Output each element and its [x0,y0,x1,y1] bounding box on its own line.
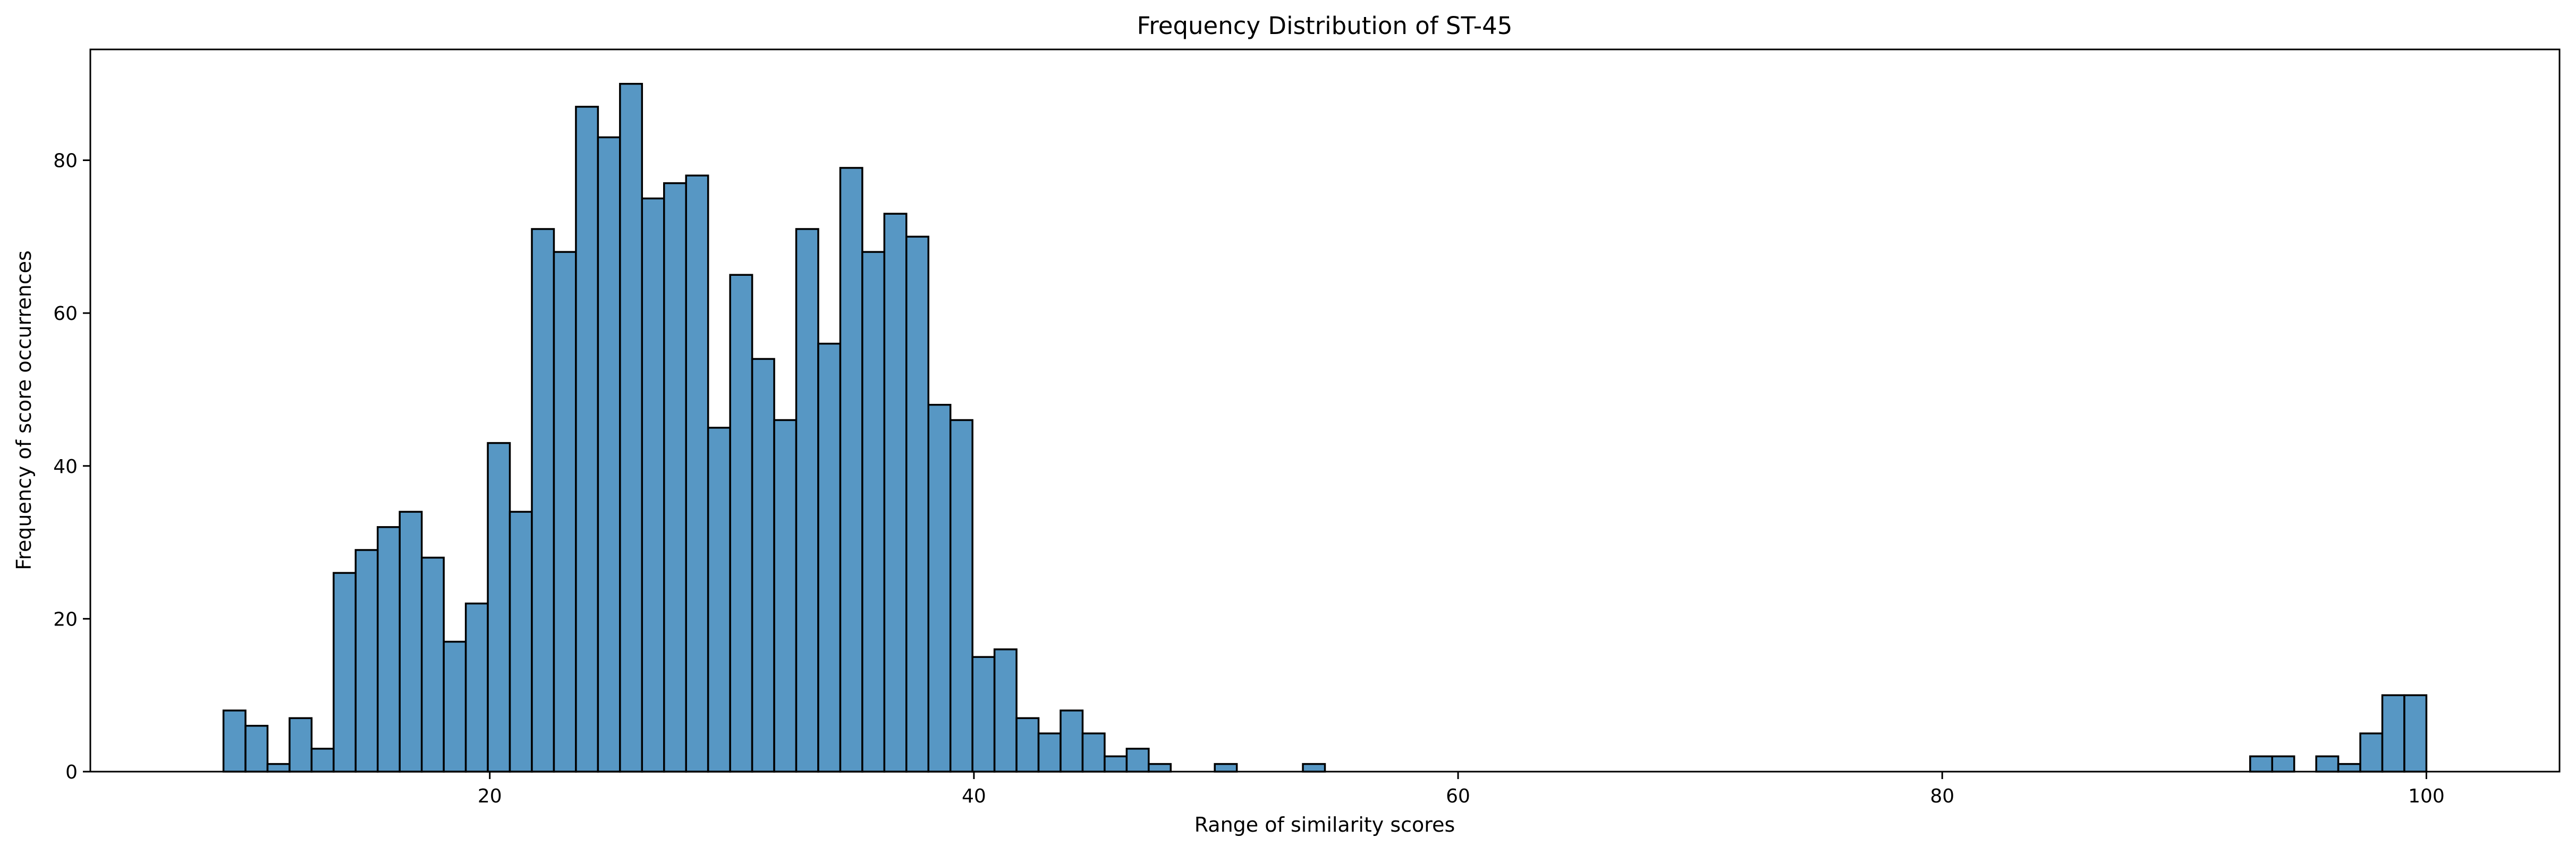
histogram-bar [641,197,665,773]
histogram-bar [1302,763,1326,773]
histogram-bar [993,648,1018,773]
x-tick-label: 40 [962,785,986,807]
histogram-bar [377,526,401,773]
histogram-bar [2315,755,2340,773]
histogram-bar [1060,709,1084,773]
histogram-bar [420,556,445,773]
histogram-bar [509,511,533,773]
histogram-bar [2249,755,2273,773]
x-axis-ticks: 20 40 60 80 100 [478,772,2445,807]
histogram-bar [464,602,489,773]
histogram-bar [575,106,599,773]
histogram-bar [2381,694,2405,773]
histogram-bar [729,274,753,773]
histogram-bar [949,419,973,773]
histogram-bar [1214,763,1238,773]
histogram-bar [2403,694,2428,773]
histogram-bar [244,724,269,773]
y-tick-label: 80 [53,150,78,172]
histogram-bar [773,419,798,773]
x-axis-label: Range of similarity scores [1194,813,1455,836]
chart-title: Frequency Distribution of ST-45 [1137,12,1513,40]
histogram-bar [310,748,335,773]
histogram-bar [971,656,996,773]
histogram-bar [817,342,842,773]
histogram-bar [839,167,863,773]
histogram-bar [905,235,929,773]
histogram-bar [2359,732,2384,773]
histogram-bar [927,403,952,773]
histogram-bar [553,251,577,773]
histogram-bar [861,251,886,773]
histogram-bar [619,82,643,773]
bars-group [222,82,2428,773]
y-tick-label: 40 [53,456,78,478]
histogram-bar [289,717,313,773]
plot-frame [89,48,2561,773]
histogram-bar [399,511,423,773]
histogram-bar [751,358,775,773]
x-tick-label: 100 [2408,785,2445,807]
histogram-bar [1081,732,1106,773]
histogram-bar [1015,717,1040,773]
histogram-bar [707,427,731,773]
x-tick-label: 60 [1446,785,1470,807]
x-tick-label: 80 [1930,785,1954,807]
histogram-bar [354,549,379,773]
histogram-bar [333,572,357,773]
histogram-bar [443,640,467,773]
histogram-bar [222,709,247,773]
y-axis-label: Frequency of score occurrences [12,250,36,570]
y-tick-label: 20 [53,608,78,630]
histogram-bar [2271,755,2295,773]
histogram-bar [795,228,819,773]
histogram-bar [1125,748,1150,773]
y-tick-label: 0 [65,762,78,783]
histogram-bar [1037,732,1062,773]
histogram-bar [2337,763,2361,773]
x-tick-label: 20 [478,785,502,807]
y-tick-label: 60 [53,303,78,325]
histogram-bar [1104,755,1128,773]
histogram-bar [663,182,687,773]
histogram-bar [266,763,291,773]
histogram-bar [883,213,908,773]
histogram-bar [685,174,709,773]
histogram-bar [487,442,511,773]
histogram-bar [597,136,621,773]
histogram-bar [531,228,555,773]
histogram-bar [1148,763,1172,773]
y-axis-ticks: 0 20 40 60 80 [53,150,90,783]
